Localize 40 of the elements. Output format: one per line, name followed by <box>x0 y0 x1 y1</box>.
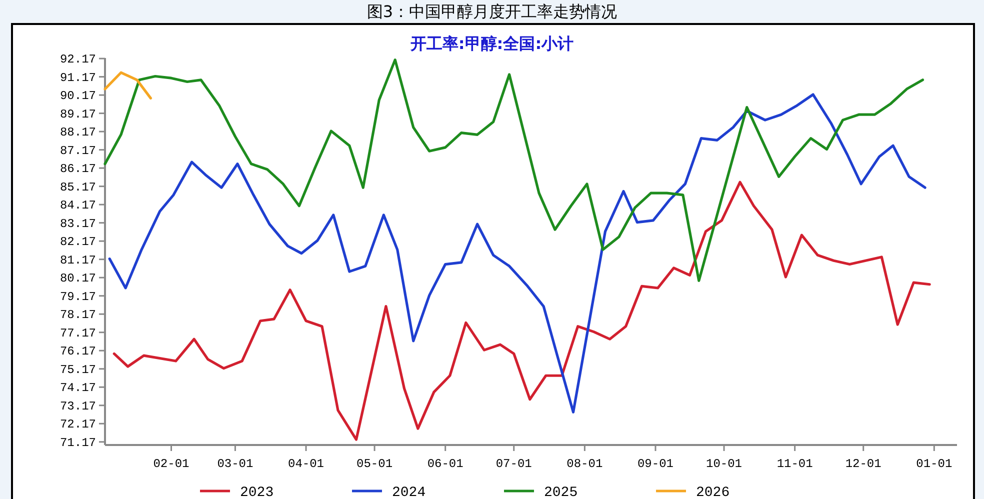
y-tick-label: 80.17 <box>60 272 96 286</box>
y-tick-label: 73.17 <box>60 399 96 414</box>
y-tick-label: 72.17 <box>60 418 96 432</box>
x-tick-label: 11-01 <box>776 457 813 471</box>
y-tick-label: 82.17 <box>60 235 96 250</box>
x-tick-label: 07-01 <box>496 457 532 471</box>
x-tick-label: 10-01 <box>706 457 742 471</box>
x-tick-label: 12-01 <box>845 457 882 471</box>
y-tick-label: 91.17 <box>60 70 96 85</box>
y-tick-label: 78.17 <box>60 308 96 322</box>
title: 图3：中国甲醇月度开工率走势情况 <box>366 2 618 21</box>
y-tick-label: 76.17 <box>60 344 96 359</box>
y-tick-label: 88.17 <box>60 126 96 140</box>
legend-label: 2025 <box>544 485 578 499</box>
y-tick-label: 84.17 <box>60 198 96 213</box>
y-tick-label: 90.17 <box>60 89 96 104</box>
subtitle: 开工率:甲醇:全国:小计 <box>410 34 574 53</box>
y-tick-label: 74.17 <box>60 381 96 396</box>
y-tick-label: 71.17 <box>60 436 96 450</box>
y-tick-label: 83.17 <box>60 216 96 231</box>
y-tick-label: 85.17 <box>60 180 96 194</box>
x-tick-label: 01-01 <box>916 457 952 471</box>
x-tick-label: 06-01 <box>427 457 464 471</box>
legend-label: 2023 <box>240 485 274 499</box>
y-tick-label: 75.17 <box>60 362 96 377</box>
y-tick-label: 86.17 <box>60 162 96 176</box>
x-tick-label: 03-01 <box>217 457 254 471</box>
legend-label: 2026 <box>696 485 730 499</box>
x-tick-label: 09-01 <box>637 457 674 471</box>
y-tick-label: 92.17 <box>60 52 96 67</box>
y-tick-label: 77.17 <box>60 326 96 340</box>
x-tick-label: 05-01 <box>356 457 393 471</box>
y-tick-label: 81.17 <box>60 253 96 268</box>
legend-label: 2024 <box>392 485 426 499</box>
y-tick-label: 79.17 <box>60 290 96 304</box>
x-tick-label: 02-01 <box>153 457 190 471</box>
y-tick-label: 89.17 <box>60 107 96 122</box>
x-tick-label: 08-01 <box>566 457 603 471</box>
x-tick-label: 04-01 <box>288 457 324 471</box>
y-tick-label: 87.17 <box>60 144 96 158</box>
